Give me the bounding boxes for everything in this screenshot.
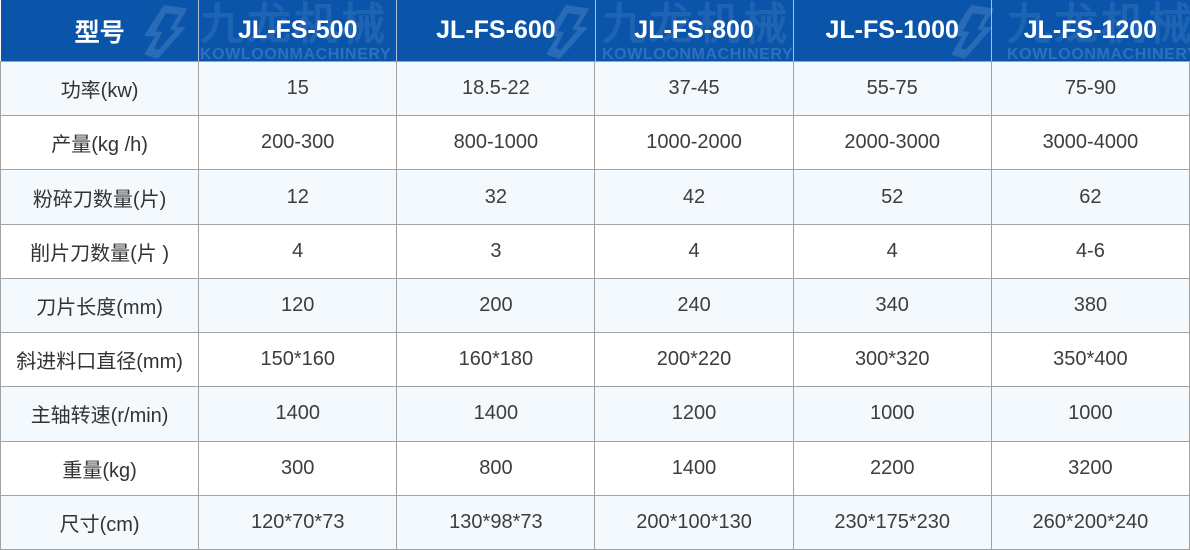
value-cell: 340 [792, 277, 992, 334]
header-row: 型号 JL-FS-500 JL-FS-600 JL-FS-800 JL-FS-1000… [0, 0, 1190, 62]
value-cell: 300 [198, 440, 398, 496]
table-row: 主轴转速(r/min) 1400 1400 1200 1000 1000 [0, 386, 1190, 442]
header-label: 型号 [74, 18, 125, 47]
value-cell: 2000-3000 [792, 115, 992, 171]
table-row: 功率(kw) 15 18.5-22 37-45 55-75 75-90 [0, 60, 1190, 117]
value-cell: 120*70*73 [198, 494, 398, 550]
value-cell: 200 [396, 277, 596, 334]
table-row: 粉碎刀数量(片) 12 32 42 52 62 [0, 169, 1190, 225]
column-header-model-text: JL-FS-1000 [825, 16, 959, 44]
value-cell: 3 [396, 223, 596, 279]
value-cell: 32 [396, 169, 596, 225]
value-cell: 130*98*73 [396, 494, 596, 550]
value-cell: 18.5-22 [396, 60, 596, 117]
value-cell: 75-90 [990, 60, 1190, 117]
column-header-model-text: JL-FS-600 [436, 16, 556, 44]
column-header-model-text: JL-FS-1200 [1023, 16, 1158, 44]
value-cell: 230*175*230 [792, 494, 992, 550]
table-row: 刀片长度(mm) 120 200 240 340 380 [0, 277, 1190, 334]
value-cell: 800 [396, 440, 596, 496]
table-row: 产量(kg /h) 200-300 800-1000 1000-2000 2000-30… [0, 115, 1190, 171]
value-cell: 380 [990, 277, 1190, 334]
value-cell: 3200 [990, 440, 1190, 496]
column-header-model-label: 型号 [0, 0, 199, 62]
value-cell: 200-300 [198, 115, 398, 171]
row-label-cell: 粉碎刀数量(片) [0, 169, 200, 225]
value-cell: 1400 [396, 386, 596, 442]
table-row: 削片刀数量(片 ) 4 3 4 4 4-6 [0, 223, 1190, 279]
value-cell: 160*180 [396, 332, 596, 388]
value-cell: 1200 [594, 386, 794, 442]
column-header-model: JL-FS-500 [198, 0, 397, 62]
table-row: 重量(kg) 300 800 1400 2200 3200 [0, 440, 1190, 496]
value-cell: 120 [198, 277, 398, 334]
value-cell: 12 [198, 169, 398, 225]
value-cell: 62 [990, 169, 1190, 225]
value-cell: 1000-2000 [594, 115, 794, 171]
value-cell: 300*320 [792, 332, 992, 388]
spec-table-head: 型号 JL-FS-500 JL-FS-600 JL-FS-800 JL-FS-1000… [0, 0, 1190, 62]
value-cell: 350*400 [990, 332, 1190, 388]
value-cell: 37-45 [594, 60, 794, 117]
row-label-cell: 尺寸(cm) [0, 494, 200, 550]
table-row: 斜进料口直径(mm) 150*160 160*180 200*220 300*320 35… [0, 332, 1190, 388]
row-label-cell: 斜进料口直径(mm) [0, 332, 200, 388]
value-cell: 1400 [594, 440, 794, 496]
value-cell: 2200 [792, 440, 992, 496]
value-cell: 150*160 [198, 332, 398, 388]
value-cell: 55-75 [792, 60, 992, 117]
table-row: 尺寸(cm) 120*70*73 130*98*73 200*100*130 230*1… [0, 494, 1190, 550]
column-header-model: JL-FS-800 [594, 0, 794, 62]
value-cell: 4 [594, 223, 794, 279]
value-cell: 200*100*130 [594, 494, 794, 550]
value-cell: 260*200*240 [990, 494, 1190, 550]
value-cell: 15 [198, 60, 398, 117]
spec-table-body: 功率(kw) 15 18.5-22 37-45 55-75 75-90 产量(kg /h) 2… [0, 60, 1190, 550]
value-cell: 52 [792, 169, 992, 225]
value-cell: 1000 [792, 386, 992, 442]
column-header-model: JL-FS-600 [396, 0, 595, 62]
value-cell: 800-1000 [396, 115, 596, 171]
column-header-model: JL-FS-1200 [991, 0, 1190, 62]
value-cell: 1400 [198, 386, 398, 442]
value-cell: 4 [198, 223, 398, 279]
value-cell: 4 [792, 223, 992, 279]
row-label-cell: 刀片长度(mm) [0, 277, 200, 334]
row-label-cell: 功率(kw) [0, 60, 200, 117]
column-header-model-text: JL-FS-800 [634, 16, 754, 44]
value-cell: 4-6 [990, 223, 1190, 279]
row-label-cell: 产量(kg /h) [0, 115, 200, 171]
value-cell: 3000-4000 [990, 115, 1190, 171]
value-cell: 42 [594, 169, 794, 225]
row-label-cell: 主轴转速(r/min) [0, 386, 200, 442]
value-cell: 240 [594, 277, 794, 334]
value-cell: 1000 [990, 386, 1190, 442]
column-header-model: JL-FS-1000 [793, 0, 992, 62]
column-header-model-text: JL-FS-500 [237, 16, 358, 44]
row-label-cell: 重量(kg) [0, 440, 200, 496]
value-cell: 200*220 [594, 332, 794, 388]
row-label-cell: 削片刀数量(片 ) [0, 223, 200, 279]
